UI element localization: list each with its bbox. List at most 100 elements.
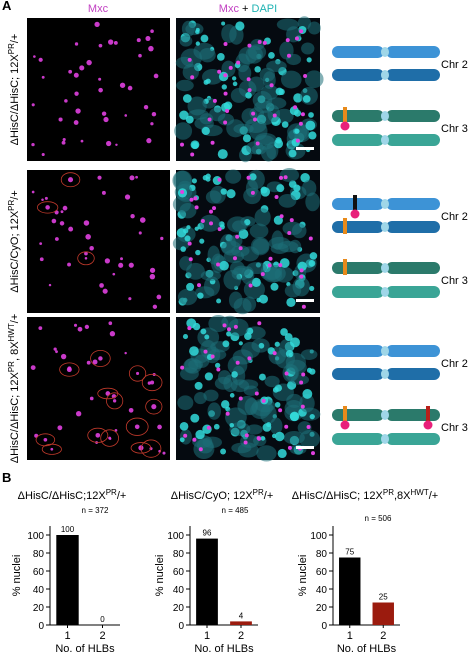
dapi-spot (186, 225, 191, 230)
mxc-image (27, 170, 170, 313)
dapi-spot (176, 228, 187, 238)
mxc-focus (139, 217, 146, 223)
chromosome-diagrams: Chr 2 Chr 3 Chr 2 Chr 3 Chr 2 Chr 3 (332, 46, 468, 445)
nucleus (267, 105, 280, 123)
dapi-spot (185, 115, 194, 124)
mxc-focus (149, 273, 156, 280)
transgene-band (343, 107, 347, 123)
mxc-focus (119, 82, 126, 88)
dapi-spot (217, 53, 225, 61)
hlb-outline (60, 172, 81, 188)
chromosome-label: Chr 2 (441, 358, 468, 370)
mxc-focus (118, 262, 124, 268)
merge-focus (217, 177, 222, 182)
chromosome-arm (386, 368, 440, 380)
merge-focus (216, 262, 221, 267)
mxc-focus (146, 138, 152, 144)
dapi-spot (179, 422, 189, 431)
dapi-spot (231, 371, 238, 378)
dapi-spot (244, 219, 251, 226)
y-tick-label: 20 (316, 603, 328, 614)
dapi-spot (191, 141, 199, 149)
mxc-focus (74, 42, 79, 46)
merge-focus (223, 41, 228, 46)
y-tick-label: 80 (173, 549, 185, 560)
nucleus (246, 424, 263, 435)
bar (56, 535, 79, 625)
hlb-outline (145, 398, 163, 415)
dapi-spot (229, 393, 235, 398)
chromosome-arm (332, 286, 384, 298)
merge-focus (284, 371, 289, 376)
chromosome-arm (332, 345, 384, 357)
chart-title-part: ,8X (394, 490, 411, 502)
hlb-outline (130, 442, 152, 454)
centromere (381, 135, 389, 145)
mxc-focus (98, 77, 102, 81)
merge-focus (228, 65, 233, 70)
chromosome-arm (332, 262, 384, 274)
dapi-spot (258, 294, 268, 304)
merge-focus (209, 209, 214, 214)
y-tick-label: 100 (27, 531, 44, 542)
mxc-focus (58, 117, 63, 122)
nucleus (197, 438, 214, 454)
nucleus (199, 48, 216, 63)
nucleus (305, 192, 320, 212)
mxc-focus (68, 226, 74, 232)
merge-focus (255, 141, 260, 146)
nucleus (278, 193, 297, 208)
mxc-focus (45, 205, 50, 210)
dapi-spot (204, 372, 213, 381)
dapi-spot (213, 423, 220, 430)
centromere (381, 410, 389, 420)
dapi-spot (195, 249, 201, 256)
merge-focus (233, 324, 238, 329)
dapi-spot (274, 401, 281, 408)
chromosome-arm (386, 433, 440, 445)
row-label-part: PR (7, 200, 16, 211)
dapi-spot (306, 57, 312, 63)
dapi-spot (220, 448, 227, 455)
dapi-spot (279, 258, 290, 268)
dapi-spot (284, 333, 293, 342)
merge-focus (262, 40, 267, 45)
nucleus (179, 202, 197, 219)
mxc-focus (102, 288, 108, 294)
bar (372, 602, 394, 625)
mxc-focus (84, 324, 90, 330)
chromosome-arm (332, 368, 384, 380)
scale-bar (296, 446, 314, 449)
hlb-outline (35, 433, 56, 447)
merge-focus (310, 451, 315, 456)
merge-focus (246, 175, 251, 180)
dapi-spot (308, 259, 316, 267)
mxc-focus (59, 221, 65, 226)
y-tick-label: 40 (173, 585, 185, 596)
mxc-focus (48, 283, 52, 287)
merge-focus (269, 83, 274, 88)
merge-focus (257, 40, 262, 45)
mxc-focus (98, 87, 103, 93)
mxc-focus (148, 45, 154, 52)
mxc-focus (31, 103, 35, 107)
nucleus (301, 42, 315, 55)
merge-focus (254, 391, 259, 396)
merge-focus (190, 152, 195, 157)
nucleus (252, 238, 269, 255)
merge-focus (236, 60, 241, 65)
mxc-focus (62, 205, 68, 211)
nucleus (289, 444, 307, 455)
chart-title: ΔHisC/ΔHisC; 12XPR,8XHWT/+ (292, 488, 438, 503)
mxc-focus (138, 231, 142, 235)
row-label-part: HWT (7, 323, 16, 341)
dapi-spot (249, 173, 257, 181)
hlb-outline (106, 392, 124, 410)
merge-focus (238, 396, 243, 401)
nucleus (299, 429, 321, 449)
centromere (381, 47, 389, 57)
dapi-spot (305, 120, 316, 131)
row-label-part: ΔHisC/ΔHisC; 12X (9, 371, 21, 463)
y-tick-label: 60 (33, 567, 45, 578)
merge-focus (248, 283, 253, 288)
